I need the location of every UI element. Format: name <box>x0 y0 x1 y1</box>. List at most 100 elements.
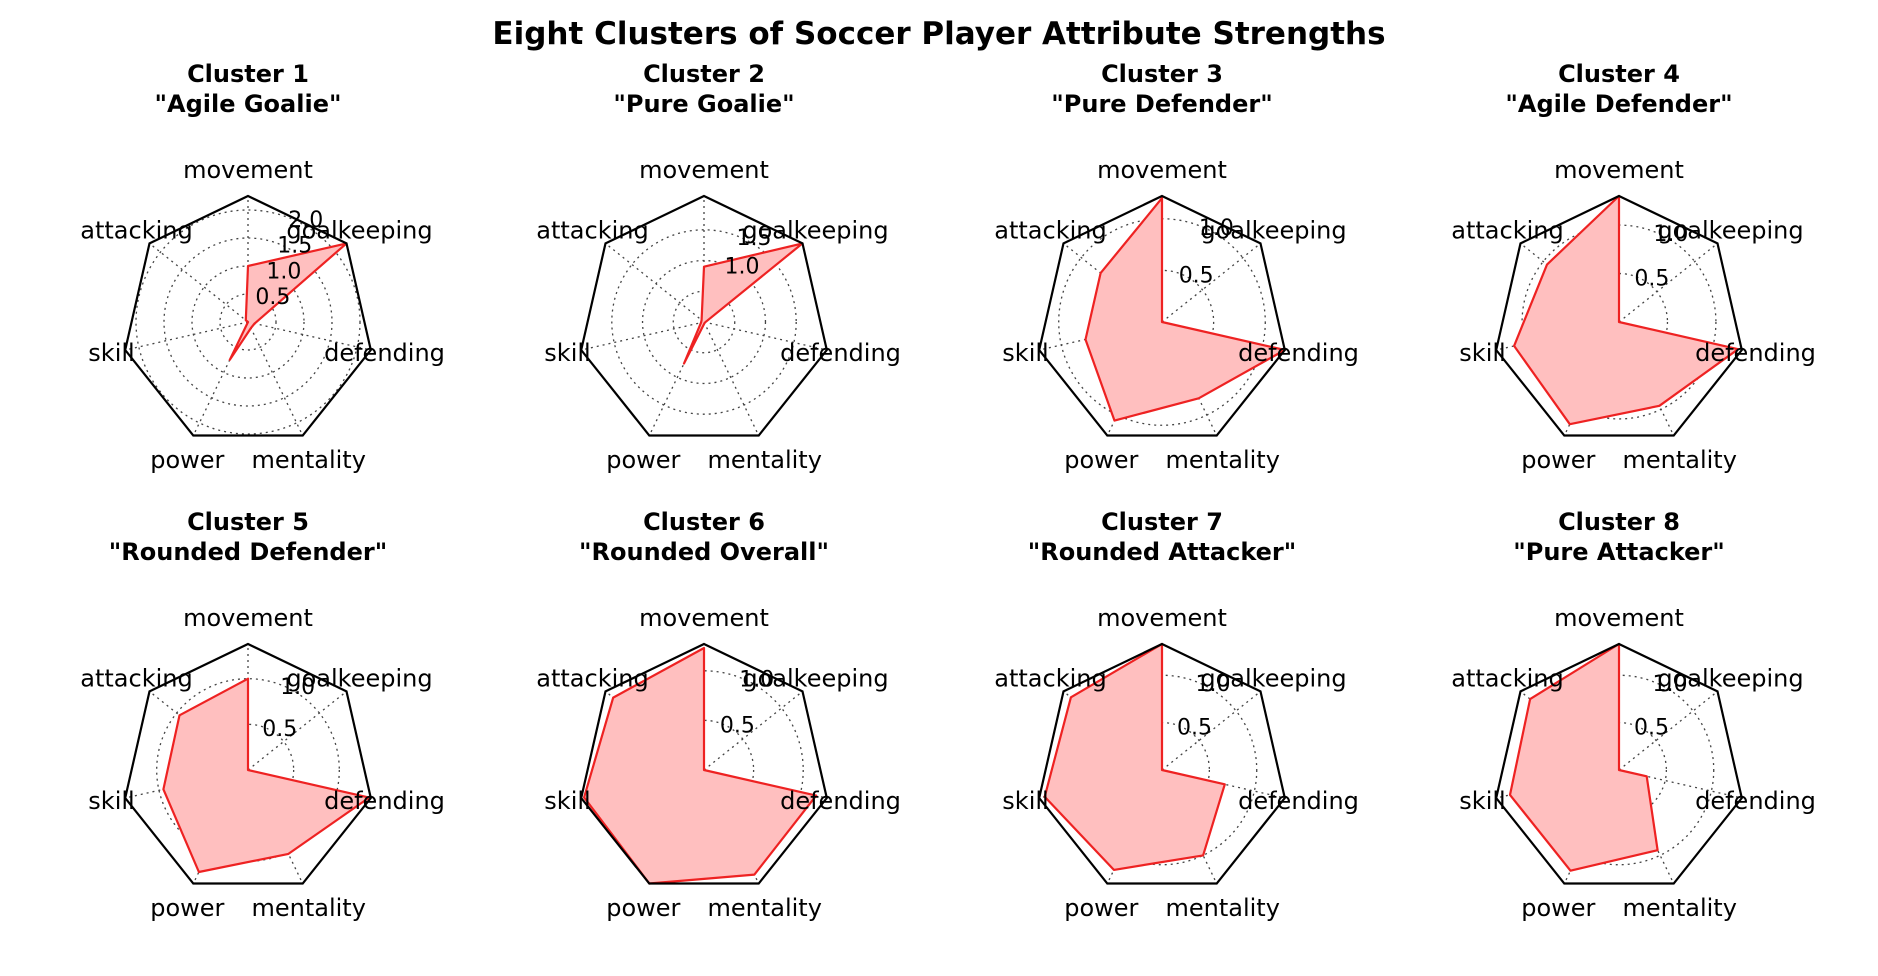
radar-frame <box>580 642 828 885</box>
tick-label: 0.5 <box>720 713 755 738</box>
tick-label: 1.5 <box>737 226 772 251</box>
axis-label-skill: skill <box>88 787 134 815</box>
radar-panel-1: 0.51.01.52.0 movement goalkeeping defending… <box>80 60 445 474</box>
tick-label: 1.0 <box>1199 216 1234 241</box>
axis-label-mentality: mentality <box>1622 446 1736 474</box>
panel-title: Cluster 7 <box>1101 508 1223 536</box>
axis-label-movement: movement <box>1554 604 1684 632</box>
axis-label-defending: defending <box>780 339 901 367</box>
axis-label-skill: skill <box>1002 787 1048 815</box>
axis-label-defending: defending <box>324 787 445 815</box>
axis-label-power: power <box>1521 894 1595 922</box>
radar-panel-7: 0.5 1.0 movement goalkeeping defending mental… <box>994 508 1359 922</box>
axis-label-skill: skill <box>1459 787 1505 815</box>
tick-label: 1.5 <box>277 234 312 259</box>
axis-label-goalkeeping: goalkeeping <box>1200 217 1346 245</box>
radar-panel-5: 0.5 1.0 movement goalkeeping defending mental… <box>80 508 445 922</box>
axis-label-mentality: mentality <box>707 894 821 922</box>
tick-label: 0.5 <box>262 717 297 742</box>
tick-label: 1.0 <box>739 668 774 693</box>
axis-label-skill: skill <box>544 339 590 367</box>
tick-label: 1.0 <box>266 260 301 285</box>
axis-label-attacking: attacking <box>994 217 1106 245</box>
axis-label-defending: defending <box>1695 787 1816 815</box>
grid-circle <box>163 237 333 407</box>
axis-label-goalkeeping: goalkeeping <box>286 217 432 245</box>
grid-circle <box>653 719 755 821</box>
axis-label-defending: defending <box>324 339 445 367</box>
panel-title: Cluster 6 <box>643 508 765 536</box>
panel-title: Cluster 2 <box>643 60 765 88</box>
axis-label-attacking: attacking <box>80 665 192 693</box>
radar-frame <box>1495 642 1743 885</box>
grid-circle <box>201 723 295 817</box>
panel-subtitle: "Pure Defender" <box>1051 90 1272 118</box>
data-polygon <box>1508 642 1659 872</box>
panel-subtitle: "Pure Goalie" <box>613 90 794 118</box>
axis-label-mentality: mentality <box>707 446 821 474</box>
radar-panel-4: 0.5 1.0 movement goalkeeping defending mental… <box>1451 60 1816 474</box>
axis-label-power: power <box>1064 446 1138 474</box>
radar-panel-6: 0.5 1.0 movement goalkeeping defending mental… <box>536 508 901 922</box>
axis-label-skill: skill <box>1002 339 1048 367</box>
radar-frame <box>1495 194 1743 437</box>
grid-circle <box>1109 269 1215 375</box>
grid-spoke <box>605 242 705 323</box>
tick-label: 1.0 <box>725 254 760 279</box>
axis-label-power: power <box>606 894 680 922</box>
axis-label-movement: movement <box>183 156 313 184</box>
radar-frame <box>580 194 828 437</box>
axis-label-goalkeeping: goalkeeping <box>742 665 888 693</box>
axis-label-defending: defending <box>780 787 901 815</box>
axis-label-mentality: mentality <box>251 894 365 922</box>
radar-panel-3: 0.5 1.0 movement goalkeeping defending mental… <box>994 60 1359 474</box>
axis-label-goalkeeping: goalkeeping <box>1657 665 1803 693</box>
axis-label-mentality: mentality <box>1165 446 1279 474</box>
grid-spoke <box>149 242 249 323</box>
axis-label-skill: skill <box>544 787 590 815</box>
panel-title: Cluster 4 <box>1558 60 1680 88</box>
panel-subtitle: "Pure Attacker" <box>1513 538 1725 566</box>
grid-spoke <box>581 321 705 351</box>
tick-label: 0.5 <box>1634 266 1669 291</box>
radar-panel-8: 0.5 1.0 movement goalkeeping defending mental… <box>1451 508 1816 922</box>
tick-label: 1.0 <box>280 675 315 700</box>
axis-label-movement: movement <box>183 604 313 632</box>
panel-title: Cluster 8 <box>1558 508 1680 536</box>
tick-label: 0.5 <box>1634 715 1669 740</box>
grid-spoke <box>703 321 760 436</box>
axis-label-defending: defending <box>1695 339 1816 367</box>
data-polygon <box>582 646 818 885</box>
grid-circle <box>156 678 340 862</box>
axis-label-movement: movement <box>639 604 769 632</box>
radar-panel-2: 1.0 1.5 movement goalkeeping defending mental… <box>536 60 901 474</box>
axis-label-movement: movement <box>1097 156 1227 184</box>
tick-label: 0.5 <box>1179 264 1214 289</box>
tick-label: 1.0 <box>1196 672 1231 697</box>
panel-subtitle: "Rounded Attacker" <box>1028 538 1297 566</box>
radar-frame <box>1038 194 1286 437</box>
axis-label-skill: skill <box>1459 339 1505 367</box>
axis-label-power: power <box>150 894 224 922</box>
axis-label-movement: movement <box>639 156 769 184</box>
axis-label-defending: defending <box>1238 787 1359 815</box>
panel-title: Cluster 1 <box>187 60 309 88</box>
panel-subtitle: "Rounded Overall" <box>579 538 829 566</box>
tick-label: 0.5 <box>1177 715 1212 740</box>
tick-label: 0.5 <box>255 285 290 310</box>
tick-label: 1.0 <box>1653 672 1688 697</box>
axis-label-skill: skill <box>88 339 134 367</box>
axis-label-power: power <box>1521 446 1595 474</box>
axis-label-power: power <box>1064 894 1138 922</box>
radar-frame <box>124 194 372 437</box>
radar-frame <box>1038 642 1286 885</box>
panel-subtitle: "Agile Goalie" <box>155 90 342 118</box>
data-polygon <box>1043 642 1226 872</box>
panel-subtitle: "Agile Defender" <box>1505 90 1732 118</box>
data-polygon <box>682 242 804 365</box>
tick-label: 2.0 <box>288 208 323 233</box>
axis-label-movement: movement <box>1554 156 1684 184</box>
axis-label-power: power <box>606 446 680 474</box>
grid-circle <box>611 229 797 415</box>
axis-label-attacking: attacking <box>994 665 1106 693</box>
